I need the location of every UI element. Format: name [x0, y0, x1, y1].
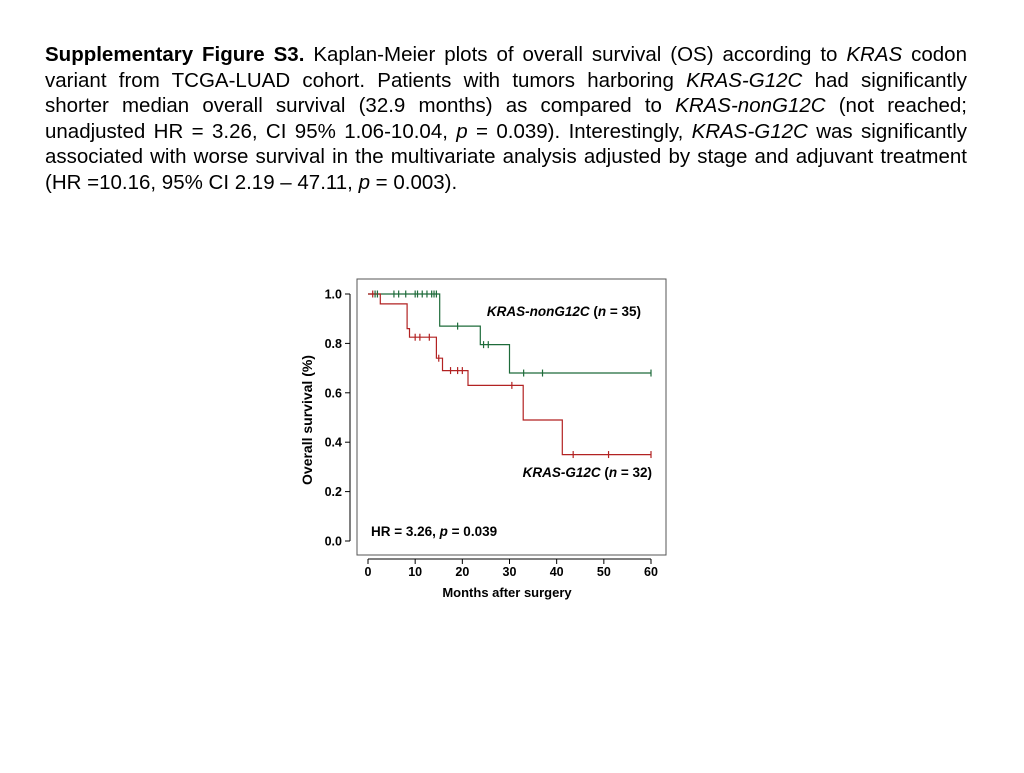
caption-gene: KRAS	[846, 43, 903, 66]
hr-annotation-suffix: = 0.039	[448, 524, 497, 539]
caption-gene: KRAS-G12C	[691, 119, 808, 143]
hr-annotation-p: p	[439, 524, 448, 539]
y-tick-label: 0.8	[325, 337, 342, 351]
hr-annotation: HR = 3.26, p = 0.039	[371, 524, 497, 539]
caption-text: = 0.039). Interestingly,	[467, 119, 692, 143]
legend-g12c-count: = 32)	[617, 465, 652, 480]
legend-g12c: KRAS-G12C (n = 32)	[523, 465, 652, 480]
x-axis: 0 10 20 30 40 50 60	[365, 558, 658, 579]
caption-gene: KRAS-G12C	[686, 68, 803, 92]
y-tick-label: 1.0	[325, 288, 342, 302]
x-tick-label: 50	[597, 565, 611, 579]
caption-text: (not reached; unadjusted HR = 3.26, CI 9…	[45, 94, 968, 143]
legend-g12c-n: n	[609, 465, 617, 480]
survival-curves	[368, 293, 651, 456]
caption-text: had significantly shorter median overall…	[45, 68, 967, 118]
legend-g12c-name: KRAS-G12C	[523, 465, 601, 480]
legend-nong12c-open: (	[590, 304, 599, 319]
x-tick-label: 10	[408, 565, 422, 579]
y-tick-label: 0.0	[325, 535, 342, 549]
plot-frame	[356, 278, 667, 556]
caption-text: was significantly associated with worse …	[45, 119, 968, 194]
hr-annotation-prefix: HR = 3.26,	[371, 524, 440, 539]
censor-marks	[372, 290, 652, 459]
x-axis-label: Months after surgery	[442, 585, 572, 600]
legend-nong12c-n: n	[598, 304, 606, 319]
survival-curve-g12c	[368, 293, 651, 456]
y-axis-label: Overall survival (%)	[299, 355, 315, 485]
legend-nong12c-count: = 35)	[606, 304, 641, 319]
y-tick-label: 0.2	[325, 485, 342, 499]
y-tick-label: 0.6	[325, 386, 342, 400]
caption-p-symbol: p	[456, 119, 468, 143]
x-tick-label: 30	[503, 565, 517, 579]
legend-nong12c: KRAS-nonG12C (n = 35)	[487, 304, 641, 319]
x-tick-label: 20	[455, 565, 469, 579]
survival-curve-nong12c	[368, 293, 651, 374]
caption-text: codon variant from TCGA-LUAD cohort. Pat…	[45, 43, 967, 92]
x-tick-label: 60	[644, 565, 658, 579]
caption-gene: KRAS-nonG12C	[675, 94, 826, 117]
legend-nong12c-name: KRAS-nonG12C	[487, 304, 590, 319]
figure-caption: Supplementary Figure S3. Kaplan-Meier pl…	[45, 42, 967, 195]
legend-g12c-open: (	[601, 465, 610, 480]
caption-text: = 0.003).	[369, 170, 458, 194]
y-tick-label: 0.4	[325, 436, 342, 450]
caption-text: Kaplan-Meier plots of overall survival (…	[304, 43, 847, 66]
figure-label: Supplementary Figure S3.	[45, 43, 305, 66]
x-tick-label: 0	[365, 565, 372, 579]
caption-p-symbol: p	[358, 170, 370, 194]
x-tick-label: 40	[550, 565, 564, 579]
y-axis: 0.0 0.2 0.4 0.6 0.8 1.0	[325, 288, 351, 549]
